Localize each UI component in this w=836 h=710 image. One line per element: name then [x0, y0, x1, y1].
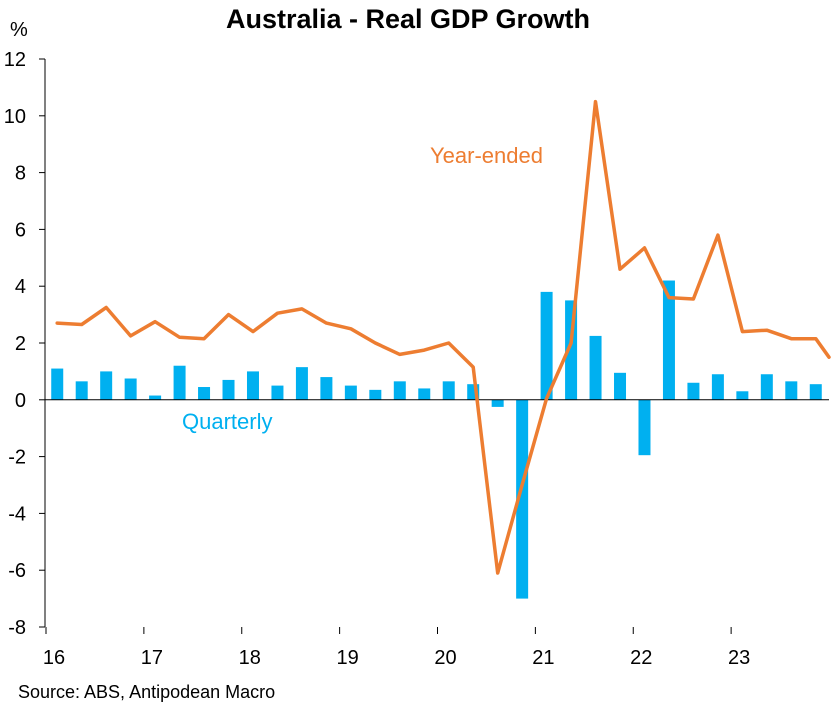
y-tick-label: 0 [15, 390, 26, 412]
y-tick-label: -6 [8, 560, 26, 582]
quarterly-bar [638, 399, 651, 456]
quarterly-bar [393, 381, 406, 400]
quarterly-bar [540, 291, 553, 400]
quarterly-bar [295, 367, 308, 400]
x-tick-label-year: 16 [43, 647, 65, 669]
y-tick-label: 6 [15, 219, 26, 241]
quarterly-bar [785, 381, 798, 400]
quarterly-bar [614, 372, 627, 400]
y-tick-label: 10 [4, 106, 26, 128]
year-ended-line-group [55, 99, 831, 575]
quarterly-bar [369, 389, 382, 400]
x-tick-label-year: 22 [630, 647, 652, 669]
source-note: Source: ABS, Antipodean Macro [18, 682, 275, 702]
quarterly-bar [149, 395, 162, 400]
quarterly-bar [736, 391, 749, 400]
year-ended-annotation: Year-ended [430, 143, 543, 168]
quarterly-bar [75, 381, 88, 400]
x-tick-label-year: 17 [141, 647, 163, 669]
quarterly-bar [418, 388, 431, 400]
axes [44, 59, 829, 627]
quarterly-bar [173, 365, 186, 400]
year-ended-line [55, 99, 831, 575]
y-axis-unit-label: % [10, 19, 28, 41]
y-tick-label: -4 [8, 503, 26, 525]
quarterly-bar [271, 385, 284, 400]
y-tick-label: 12 [4, 49, 26, 71]
quarterly-annotation: Quarterly [182, 409, 272, 434]
quarterly-bar [711, 374, 724, 400]
x-tick-label-year: 19 [337, 647, 359, 669]
y-axis: 12 10 8 6 4 2 0 -2 -4 -6 -8 [4, 49, 45, 639]
y-tick-label: 4 [15, 276, 26, 298]
quarterly-bar [222, 379, 235, 400]
y-tick-label: -2 [8, 447, 26, 469]
x-tick-label-year: 23 [728, 647, 750, 669]
y-tick-label: 8 [15, 163, 26, 185]
quarterly-bar [662, 280, 675, 400]
quarterly-bar [100, 371, 113, 400]
quarterly-bar [687, 382, 700, 400]
quarterly-bar [809, 384, 822, 400]
quarterly-bar [51, 368, 64, 400]
quarterly-bars [51, 280, 822, 599]
y-tick-label: -8 [8, 617, 26, 639]
quarterly-bar [124, 378, 137, 400]
chart-title: Australia - Real GDP Growth [226, 4, 590, 34]
y-tick-label: 2 [15, 333, 26, 355]
quarterly-bar [589, 335, 602, 400]
quarterly-bar [344, 385, 357, 400]
quarterly-bar [442, 381, 455, 400]
x-tick-label-year: 20 [434, 647, 456, 669]
quarterly-bar [320, 377, 333, 400]
quarterly-bar [516, 399, 529, 599]
x-tick-label-year: 18 [239, 647, 261, 669]
quarterly-bar [760, 374, 773, 400]
x-axis: 16 17 18 19 20 21 22 23 [43, 627, 750, 669]
quarterly-bar [246, 371, 259, 400]
x-tick-label-year: 21 [532, 647, 554, 669]
quarterly-bar [491, 399, 504, 407]
quarterly-bar [198, 387, 211, 400]
